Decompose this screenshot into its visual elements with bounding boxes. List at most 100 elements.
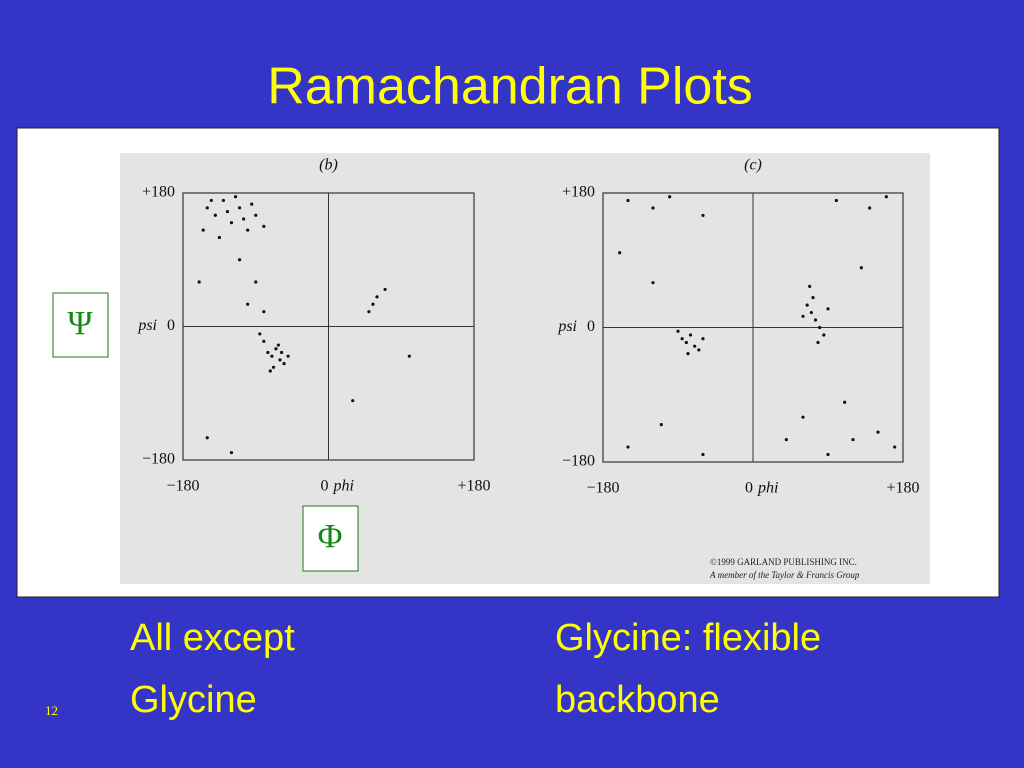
point	[668, 195, 672, 199]
point	[816, 340, 820, 345]
point	[375, 295, 379, 299]
point	[801, 314, 805, 318]
point	[209, 198, 213, 203]
point	[626, 445, 630, 449]
point	[884, 195, 888, 199]
y-tick-label: −180	[562, 453, 595, 470]
point	[371, 302, 375, 306]
point	[809, 310, 813, 315]
point	[659, 423, 663, 427]
x-tick-label: 0	[745, 480, 753, 497]
slide-title: Ramachandran Plots	[267, 58, 753, 116]
point	[684, 340, 688, 345]
point	[686, 352, 690, 356]
y-tick-label: +180	[142, 184, 175, 201]
point	[266, 350, 270, 355]
point	[229, 450, 234, 455]
point	[201, 228, 205, 232]
point	[843, 400, 847, 404]
copyright: A member of the Taylor & Francis Group	[709, 570, 860, 580]
point	[693, 344, 697, 348]
point	[280, 350, 284, 355]
point	[270, 354, 274, 358]
point	[701, 452, 705, 457]
point	[286, 354, 290, 358]
point	[274, 347, 278, 351]
point	[701, 213, 705, 218]
point	[813, 318, 818, 322]
point	[262, 339, 266, 343]
point	[868, 206, 872, 210]
y-axis-label: psi	[137, 317, 157, 334]
point	[221, 198, 226, 203]
point	[282, 361, 286, 366]
caption: Glycine: flexible	[555, 617, 821, 659]
point	[367, 310, 371, 314]
point	[246, 228, 250, 232]
point	[688, 333, 693, 337]
point	[826, 452, 830, 457]
page-number: 12	[45, 703, 58, 718]
point	[697, 348, 701, 352]
point	[229, 221, 234, 225]
point	[225, 209, 230, 214]
phi-box	[302, 505, 359, 572]
point	[651, 281, 655, 285]
point	[205, 436, 209, 440]
point	[246, 302, 250, 306]
point	[805, 303, 809, 307]
caption: All except	[130, 617, 295, 659]
point	[197, 280, 201, 284]
point	[822, 333, 826, 337]
point	[834, 198, 838, 203]
phi-symbol: Φ	[318, 518, 343, 555]
x-tick-label: 0	[321, 478, 329, 495]
point	[826, 307, 830, 311]
psi-symbol: Ψ	[67, 305, 92, 342]
point	[808, 284, 812, 289]
figure-panel	[120, 153, 930, 584]
point	[276, 343, 280, 347]
copyright: ©1999 GARLAND PUBLISHING INC.	[710, 557, 857, 567]
point	[626, 198, 630, 203]
point	[351, 399, 355, 403]
point	[233, 195, 238, 199]
point	[268, 369, 272, 373]
point	[851, 437, 855, 442]
point	[859, 266, 863, 270]
point	[676, 329, 680, 333]
point	[250, 202, 254, 206]
point	[217, 235, 221, 240]
point	[213, 213, 217, 217]
point	[237, 206, 242, 210]
point	[407, 354, 411, 358]
point	[254, 280, 258, 284]
point	[254, 213, 258, 217]
y-axis-label: psi	[557, 318, 577, 335]
point	[680, 337, 684, 341]
point	[801, 415, 805, 419]
point	[383, 287, 387, 292]
point	[651, 206, 655, 210]
x-axis-label: phi	[333, 478, 354, 495]
point	[271, 365, 276, 369]
point	[811, 296, 815, 300]
chart-title: (b)	[319, 157, 338, 174]
point	[237, 258, 242, 262]
x-tick-label: +180	[886, 480, 919, 497]
x-tick-label: +180	[457, 478, 490, 495]
x-axis-label: phi	[757, 480, 778, 497]
caption: Glycine	[130, 679, 257, 721]
point	[701, 337, 705, 341]
y-tick-label: −180	[142, 451, 175, 468]
point	[262, 224, 266, 228]
x-tick-label: −180	[586, 480, 619, 497]
point	[278, 358, 282, 362]
caption: backbone	[555, 679, 720, 721]
chart-title: (c)	[744, 157, 762, 174]
psi-box	[52, 292, 109, 358]
point	[618, 251, 622, 255]
point	[876, 430, 880, 434]
point	[818, 325, 822, 330]
